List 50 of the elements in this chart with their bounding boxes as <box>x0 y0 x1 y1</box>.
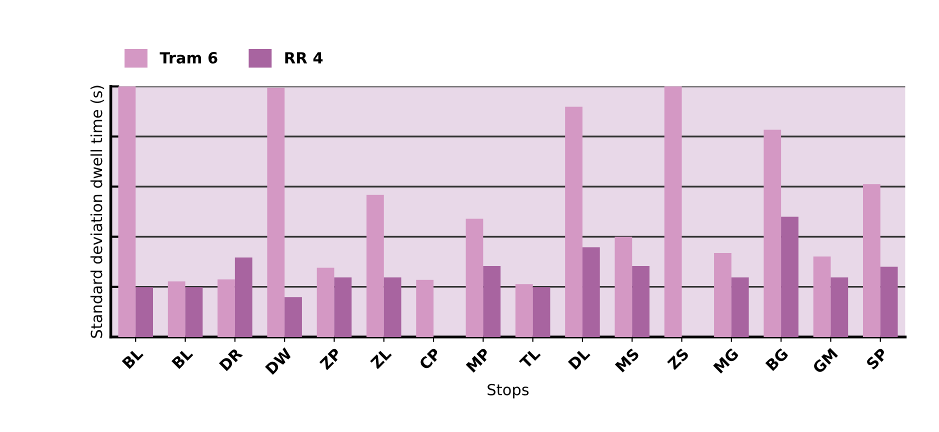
bar <box>565 106 582 337</box>
bar <box>334 277 352 337</box>
bar <box>532 287 550 337</box>
bar <box>582 247 600 337</box>
x-tick-label: CP <box>418 347 442 370</box>
x-tick-label: DW <box>265 347 292 375</box>
bar <box>515 284 533 337</box>
x-tick-label: SP <box>866 347 888 370</box>
x-tick-label: ZL <box>370 347 392 370</box>
x-tick-label: DR <box>218 347 243 372</box>
x-tick-label: TL <box>518 347 541 370</box>
x-tick-label: DL <box>568 347 590 370</box>
bar <box>664 86 682 337</box>
bar <box>714 253 732 337</box>
bar <box>880 266 898 337</box>
legend-label: Tram 6 <box>160 52 218 64</box>
bar <box>830 277 848 337</box>
x-tick-label: BG <box>765 348 789 372</box>
bar <box>316 268 334 337</box>
bar <box>185 287 203 337</box>
bar <box>218 279 235 337</box>
bar <box>632 266 650 337</box>
y-axis-title: Standard deviation dwell time (s) <box>90 86 104 338</box>
x-axis-title: Stops <box>488 384 529 398</box>
bar <box>862 184 880 337</box>
bar <box>136 287 154 337</box>
bar <box>366 194 384 337</box>
bar <box>284 297 302 337</box>
x-tick-label: ZS <box>666 348 690 370</box>
bar <box>118 86 136 337</box>
x-tick-label: BL <box>171 347 194 370</box>
x-tick-label: ZP <box>319 347 342 370</box>
x-tick-label: BL <box>122 347 144 370</box>
bar <box>483 266 501 337</box>
bar <box>384 277 402 337</box>
bar <box>614 236 632 337</box>
x-tick-label: MP <box>466 347 491 373</box>
bar <box>813 256 831 337</box>
bar <box>781 216 798 337</box>
bar <box>234 258 252 337</box>
bar <box>764 130 782 337</box>
bar <box>267 88 285 337</box>
bar <box>466 218 484 337</box>
x-tick-label: MS <box>614 348 640 373</box>
bar <box>168 281 186 337</box>
bar <box>731 277 749 337</box>
x-tick-label: MG <box>712 348 739 374</box>
legend-label: RR 4 <box>285 52 323 64</box>
x-tick-label: GM <box>812 348 838 374</box>
bar <box>416 280 434 337</box>
